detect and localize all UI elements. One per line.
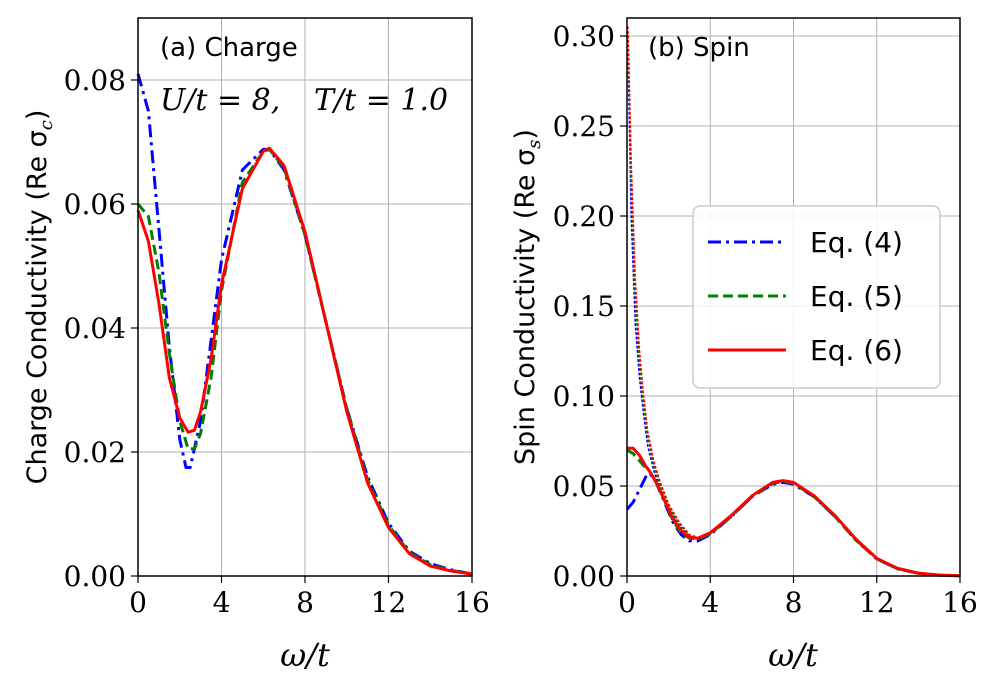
x-axis-label-a: ω/t (280, 636, 330, 674)
x-tick-label-b: 12 (859, 586, 895, 619)
y-axis-label-a: Charge Conductivity (Re σc) (22, 110, 57, 485)
y-tick-label-a: 0.08 (64, 64, 126, 97)
x-axis-label-b: ω/t (768, 636, 818, 674)
y-tick-label-a: 0.02 (64, 436, 126, 469)
x-tick-label-a: 8 (296, 586, 314, 619)
y-axis-label-a-close: ) (22, 110, 53, 121)
legend-items: Eq. (4) Eq. (5) Eq. (6) (708, 226, 903, 367)
charge-conductivity-chart: 0 4 8 12 16 0.000.020.040.060.08 (a) Charge … (22, 17, 490, 674)
y-axis-label-b-main: Spin Conductivity (Re σ (510, 149, 541, 465)
y-tick-label-b: 0.10 (553, 380, 615, 413)
y-tick-label-a: 0.00 (64, 560, 126, 593)
x-ticks-b: 0 4 8 12 16 (618, 576, 978, 619)
legend: Eq. (4) Eq. (5) Eq. (6) (692, 205, 941, 389)
y-ticks-b: 0.00 0.05 0.10 0.15 0.20 0.25 0.30 (553, 20, 627, 593)
x-tick-label-a: 12 (371, 586, 407, 619)
y-axis-label-b-sub: s (524, 140, 545, 149)
annotation-u: U/t = 8, (160, 83, 280, 118)
x-tick-label-a: 16 (454, 586, 490, 619)
y-tick-label-b: 0.00 (553, 560, 615, 593)
spin-conductivity-chart: 0 4 8 12 16 0.00 0.05 0.10 0.15 0.20 0.25 0.30 (b)… (510, 17, 978, 674)
y-tick-label-b: 0.15 (553, 290, 615, 323)
legend-label-6: Eq. (6) (810, 334, 903, 367)
y-axis-label-a-sub: c (36, 120, 57, 130)
y-axis-label-a-main: Charge Conductivity (Re σ (22, 130, 53, 484)
x-tick-label-b: 4 (701, 586, 719, 619)
series-group-b (625, 26, 961, 578)
legend-label-5: Eq. (5) (810, 280, 903, 313)
y-axis-label-b-close: ) (510, 129, 541, 140)
series-line-b-eq-6-dotted (627, 26, 712, 539)
y-tick-label-a: 0.06 (64, 188, 126, 221)
x-ticks-a: 0 4 8 12 16 (129, 576, 490, 619)
x-tick-label-a: 4 (213, 586, 231, 619)
y-tick-label-b: 0.25 (553, 110, 615, 143)
y-tick-label-b: 0.05 (553, 470, 615, 503)
legend-label-4: Eq. (4) (810, 226, 903, 259)
series-line-b-eq-5-dotted (627, 35, 712, 539)
legend-box (692, 205, 941, 389)
y-ticks-a: 0.00 0.02 0.04 0.06 0.08 (64, 64, 138, 593)
y-tick-label-a: 0.04 (64, 312, 126, 345)
x-tick-label-b: 8 (785, 586, 803, 619)
y-axis-label-b: Spin Conductivity (Re σs) (510, 129, 545, 465)
y-tick-label-b: 0.20 (553, 200, 615, 233)
annotation-t: T/t = 1.0 (314, 83, 448, 118)
panel-label-a: (a) Charge (160, 33, 298, 63)
series-group-a (136, 73, 473, 576)
series-line-b-eq-4-dotted (627, 53, 712, 539)
x-tick-label-b: 0 (618, 586, 636, 619)
series-line-b-eq-6 (627, 446, 961, 578)
x-tick-label-b: 16 (942, 586, 978, 619)
y-tick-label-b: 0.30 (553, 20, 615, 53)
panel-label-b: (b) Spin (648, 33, 750, 63)
x-tick-label-a: 0 (129, 586, 147, 619)
series-line-a-eq-6 (136, 146, 473, 576)
